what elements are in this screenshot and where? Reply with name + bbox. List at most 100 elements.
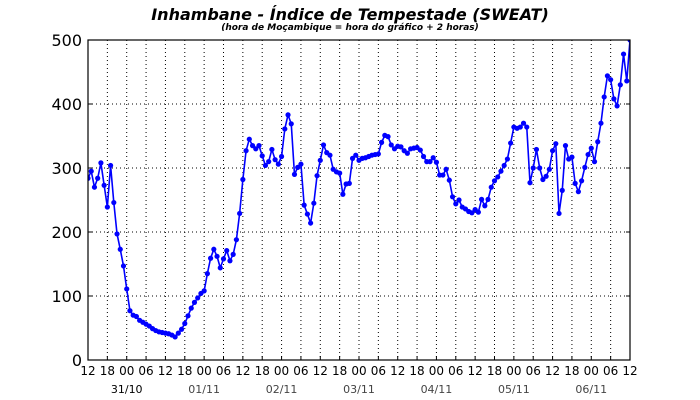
x-tick-label: 06 [526, 364, 541, 378]
data-point [388, 142, 394, 148]
chart-subtitle: (hora de Moçambique = hora do gráfico + … [221, 23, 479, 33]
data-point [124, 286, 130, 292]
data-point [98, 160, 104, 166]
date-label: 31/10 [111, 383, 143, 396]
data-point [530, 165, 536, 171]
data-point [585, 151, 591, 158]
data-point [495, 174, 501, 180]
data-point [340, 191, 346, 197]
data-point [243, 148, 249, 154]
data-point [282, 126, 288, 132]
data-point [304, 211, 310, 217]
data-point [620, 51, 627, 57]
x-tick-label: 18 [487, 364, 502, 378]
series-group [88, 40, 630, 340]
data-point [385, 134, 391, 140]
date-label: 02/11 [266, 383, 298, 396]
data-point [288, 121, 294, 127]
data-point [127, 308, 133, 314]
data-point [111, 199, 117, 206]
data-point [104, 204, 110, 210]
data-point [591, 159, 598, 165]
data-point [291, 171, 298, 177]
data-point [404, 150, 410, 156]
data-point [95, 175, 101, 181]
data-point [611, 96, 617, 102]
data-point [533, 146, 540, 153]
data-point [337, 170, 343, 176]
x-tick-label: 12 [80, 364, 95, 378]
x-tick-label: 12 [235, 364, 250, 378]
y-tick-label: 100 [51, 287, 82, 306]
data-point [266, 159, 272, 165]
data-point [295, 164, 301, 170]
y-tick-label: 200 [51, 223, 82, 242]
data-point [217, 265, 223, 271]
data-point [204, 271, 210, 277]
x-tick-label: 12 [390, 364, 405, 378]
data-point [569, 154, 575, 160]
data-point [504, 156, 511, 162]
data-point [540, 176, 546, 183]
data-point [285, 112, 291, 118]
data-point [133, 313, 139, 320]
date-label: 05/11 [498, 383, 530, 396]
data-point [256, 143, 262, 149]
data-point [575, 189, 581, 195]
data-point [508, 140, 514, 146]
data-point [588, 145, 594, 151]
data-point [520, 120, 527, 126]
data-point [543, 173, 549, 179]
y-tick-label: 0 [72, 351, 82, 370]
x-tick-label: 06 [603, 364, 618, 378]
data-point [227, 258, 233, 264]
data-point [262, 162, 269, 169]
data-point [498, 168, 504, 174]
data-point [524, 124, 530, 130]
data-point [172, 334, 178, 340]
data-point [549, 148, 556, 154]
data-point [117, 246, 123, 252]
x-tick-label: 18 [409, 364, 424, 378]
data-point [604, 73, 611, 79]
data-point [559, 187, 565, 193]
x-tick-label: 00 [197, 364, 212, 378]
data-point [546, 166, 552, 172]
data-point [182, 320, 188, 327]
x-tick-label: 12 [545, 364, 560, 378]
data-point [191, 299, 198, 305]
data-point [320, 142, 327, 148]
data-point [378, 139, 385, 145]
data-point [617, 82, 623, 88]
data-point [120, 263, 127, 269]
x-tick-label: 12 [622, 364, 637, 378]
data-point [485, 196, 491, 202]
data-point [453, 201, 459, 207]
x-tick-label: 00 [506, 364, 521, 378]
x-tick-label: 18 [332, 364, 347, 378]
data-point [211, 246, 217, 252]
x-tick-label: 18 [564, 364, 579, 378]
data-point [433, 159, 440, 165]
x-tick-label: 00 [351, 364, 366, 378]
x-tick-label: 00 [429, 364, 444, 378]
data-point [353, 152, 359, 158]
data-point [517, 124, 523, 130]
data-point [595, 139, 601, 145]
data-point [253, 146, 259, 152]
data-point [449, 194, 456, 200]
data-point [314, 173, 320, 179]
data-point [440, 172, 446, 178]
date-label: 01/11 [188, 383, 220, 396]
data-point [478, 196, 485, 202]
data-point [188, 305, 194, 311]
data-point [237, 210, 243, 217]
data-point [475, 209, 481, 215]
data-point [298, 161, 304, 167]
x-tick-label: 18 [177, 364, 192, 378]
data-point [88, 175, 91, 181]
data-point [417, 147, 423, 153]
data-point [488, 184, 494, 190]
data-point [456, 197, 462, 203]
